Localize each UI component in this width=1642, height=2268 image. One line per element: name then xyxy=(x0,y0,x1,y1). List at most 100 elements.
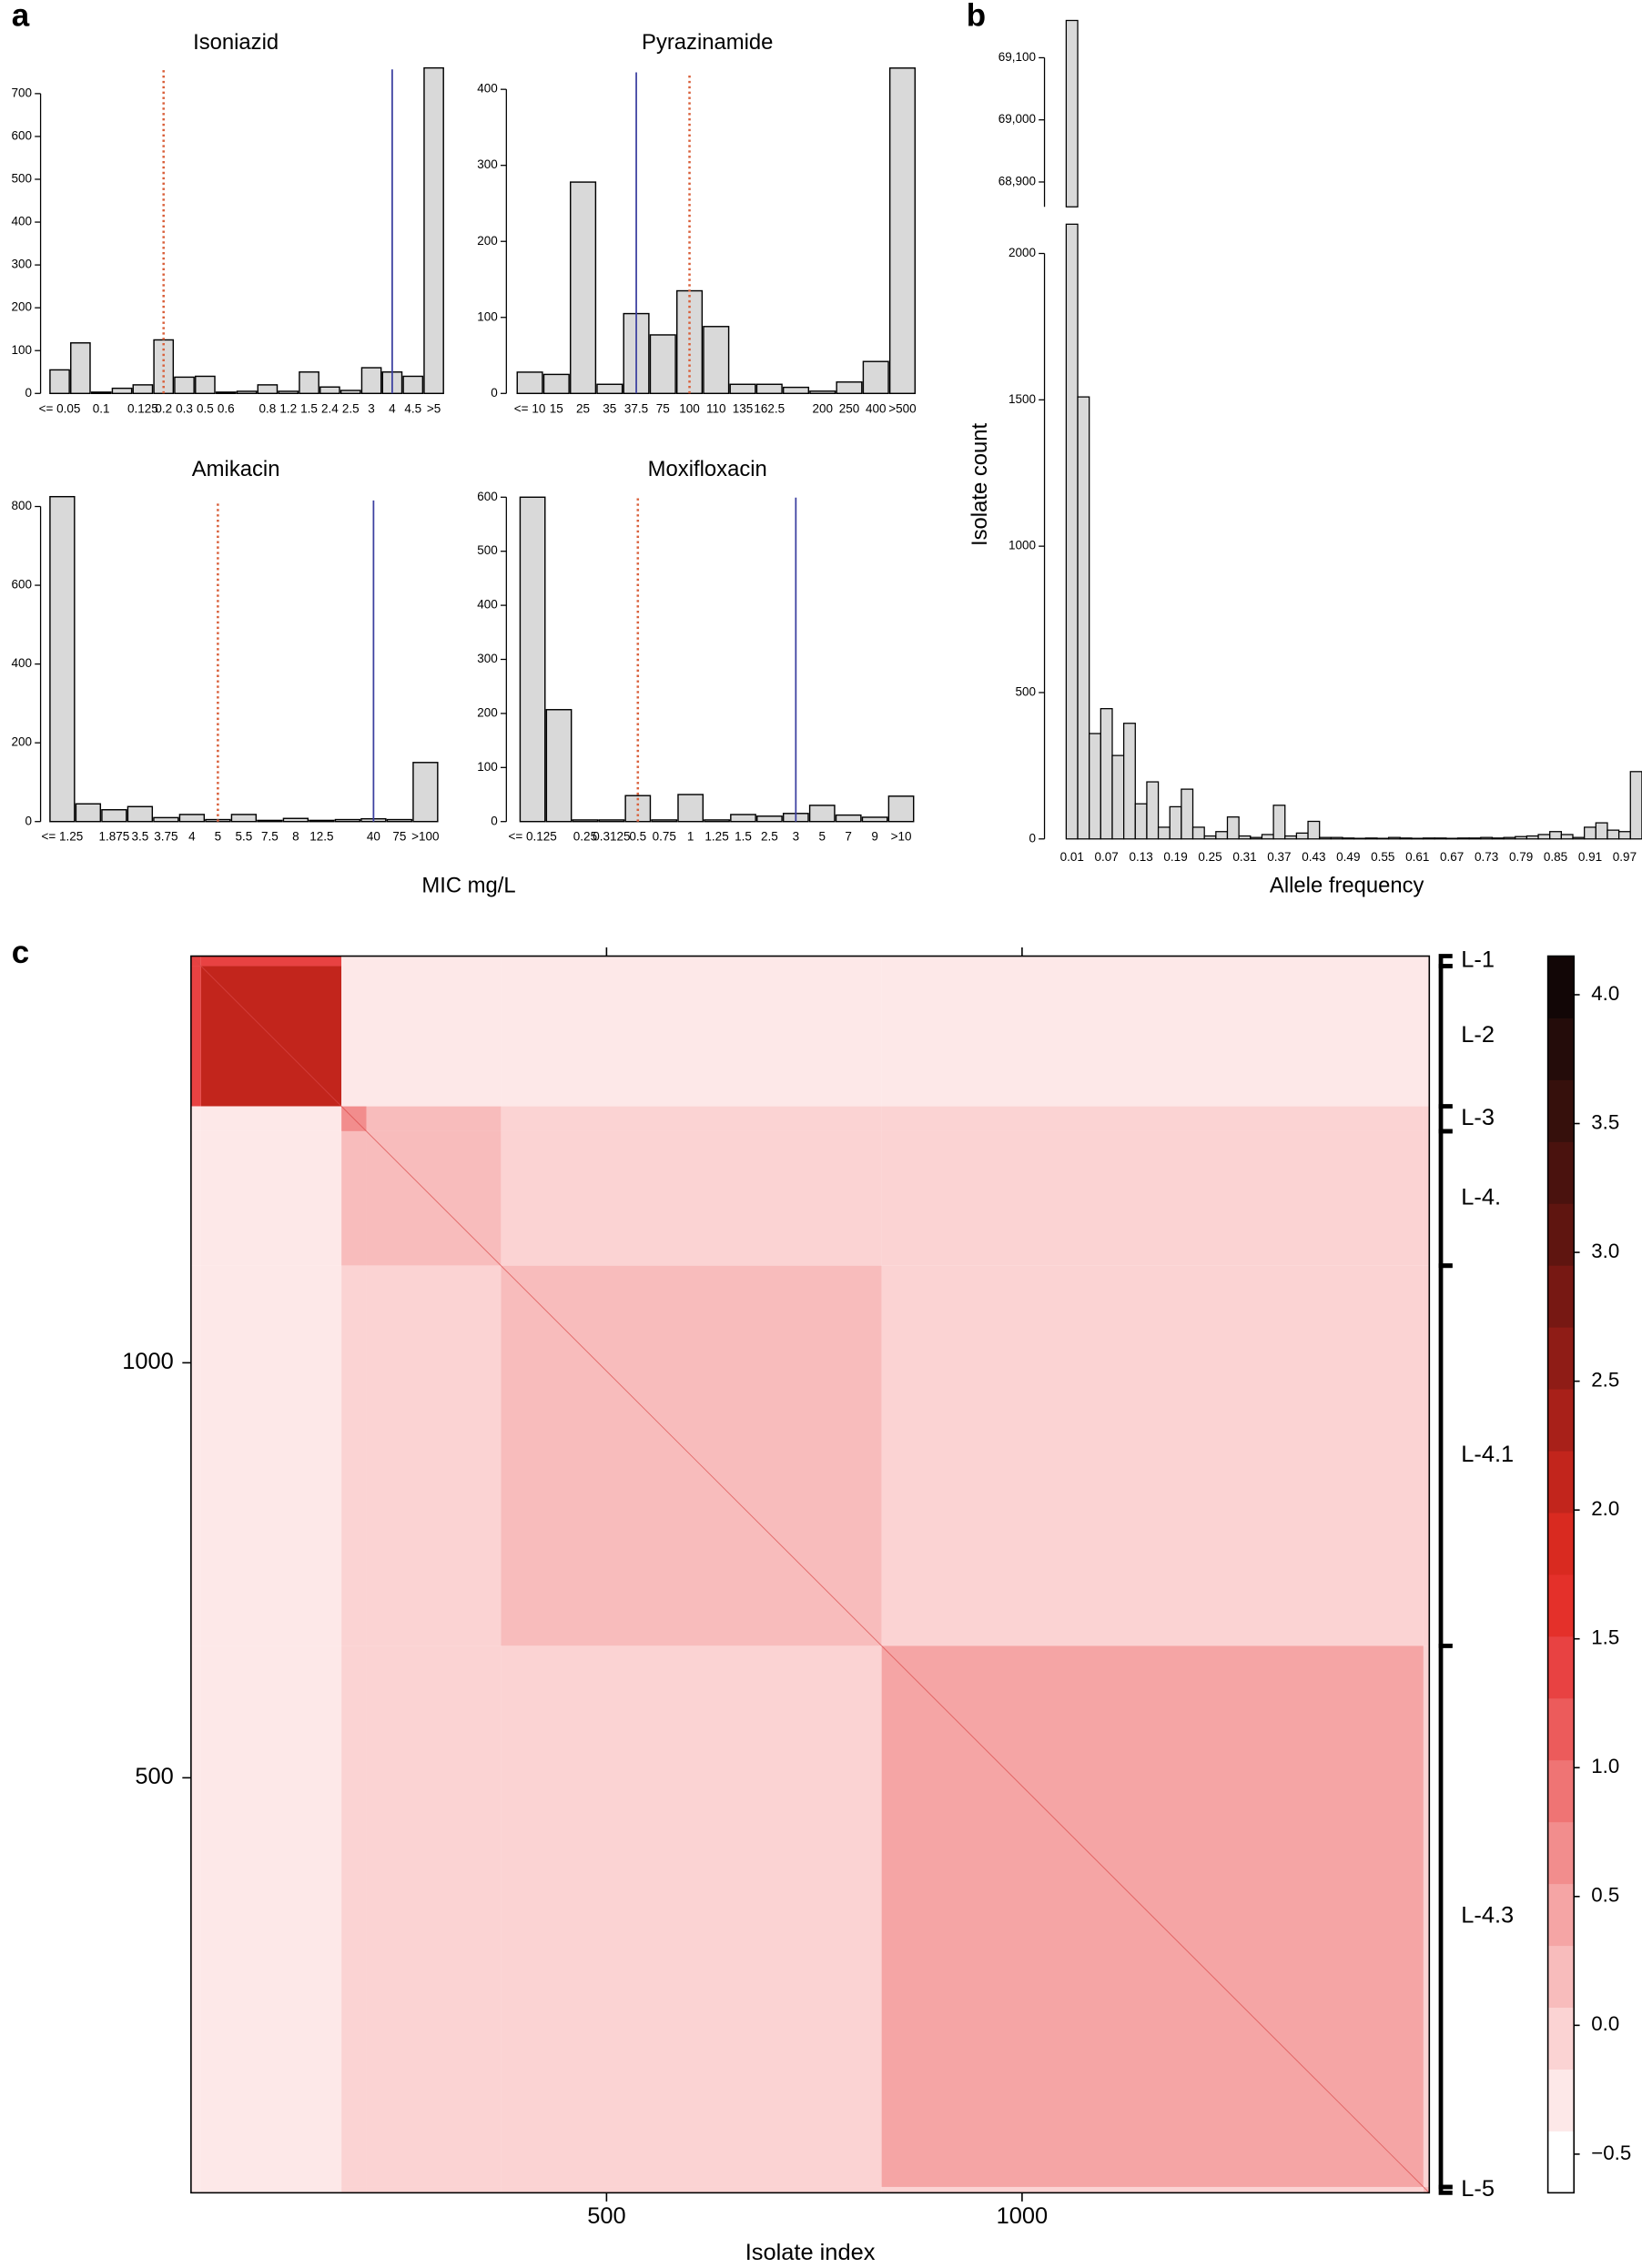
y-tick-label: 200 xyxy=(12,300,33,314)
y-tick-label: 200 xyxy=(477,705,498,719)
bar xyxy=(836,381,863,395)
bar xyxy=(861,816,888,823)
bar xyxy=(596,383,623,395)
heat-cell xyxy=(501,966,882,1107)
x-tick-label: 5 xyxy=(215,830,222,844)
heat-cell xyxy=(200,1265,342,1646)
y-tick-label: 400 xyxy=(477,598,498,612)
bar xyxy=(1584,826,1596,840)
x-tick-label: 3.75 xyxy=(154,830,177,844)
x-tick-label: 0.25 xyxy=(1198,850,1221,864)
x-tick-label: <= 1.25 xyxy=(41,830,83,844)
x-tick-label: 0.79 xyxy=(1509,850,1533,864)
colorbar-tick-label: 3.5 xyxy=(1591,1110,1619,1133)
bar xyxy=(75,803,102,823)
x-tick-label: <= 0.125 xyxy=(508,830,556,844)
lineage-label: L-1 xyxy=(1461,947,1495,973)
heat-cell xyxy=(501,1645,882,2187)
heat-cell xyxy=(366,966,502,1107)
colorbar-band xyxy=(1547,1635,1575,1699)
diagonal xyxy=(190,956,1430,2193)
panel-label: c xyxy=(12,935,29,970)
x-tick-label: 0.67 xyxy=(1440,850,1464,864)
bar xyxy=(1629,771,1642,840)
lineage-label: L-4.3 xyxy=(1461,1902,1514,1928)
x-tick-label: 0.55 xyxy=(1371,850,1394,864)
y-tick-label: 100 xyxy=(477,760,498,774)
bar xyxy=(236,390,258,395)
bar xyxy=(1411,837,1424,840)
heat-cell xyxy=(190,1265,201,1646)
bar xyxy=(1157,826,1171,840)
x-tick-label: 1000 xyxy=(997,2203,1049,2229)
bar xyxy=(299,371,319,395)
bar xyxy=(542,373,570,395)
bar xyxy=(1295,832,1309,840)
x-tick-label: 8 xyxy=(292,830,299,844)
lineage-label: L-2 xyxy=(1461,1022,1495,1048)
heat-cell xyxy=(190,1106,201,1131)
bar xyxy=(1272,805,1286,840)
x-tick-label: >5 xyxy=(427,401,441,415)
y-tick-label: 500 xyxy=(12,172,33,186)
heat-cell xyxy=(1423,956,1430,967)
y-tick-label: 200 xyxy=(12,735,33,749)
heat-cell xyxy=(341,1645,367,2187)
bar xyxy=(1089,733,1101,840)
colorbar-band xyxy=(1547,1451,1575,1514)
x-tick-label: 0.31 xyxy=(1232,850,1256,864)
y-tick-label: 1500 xyxy=(1009,392,1036,406)
colorbar-band xyxy=(1547,1327,1575,1390)
bar xyxy=(1226,816,1240,840)
x-tick-label: 75 xyxy=(656,401,670,415)
bar xyxy=(1065,223,1079,840)
bar xyxy=(1387,836,1401,840)
x-tick-label: 2.4 xyxy=(321,401,339,415)
x-tick-label: 4.5 xyxy=(404,401,421,415)
colorbar-tick-label: 3.0 xyxy=(1591,1240,1619,1262)
heat-cell xyxy=(881,956,1424,967)
heat-cell xyxy=(341,966,367,1107)
colorbar-tick-label: 0.0 xyxy=(1591,2012,1619,2035)
x-tick-label: 0.125 xyxy=(127,401,158,415)
chart-title: Amikacin xyxy=(192,457,280,481)
x-tick-label: 0.97 xyxy=(1613,850,1637,864)
bar xyxy=(412,762,439,823)
lineage-bracket xyxy=(1438,1263,1453,1648)
bar xyxy=(127,805,154,823)
heat-cell xyxy=(501,956,882,967)
x-tick-label: 1.875 xyxy=(98,830,129,844)
colorbar-tick-label: −0.5 xyxy=(1591,2141,1631,2164)
bar xyxy=(1480,836,1494,840)
colorbar-band xyxy=(1547,1821,1575,1885)
bar xyxy=(278,390,299,395)
x-axis-label: MIC mg/L xyxy=(421,874,515,898)
heat-cell xyxy=(190,2186,201,2193)
x-tick-label: 0.3 xyxy=(176,401,193,415)
bar xyxy=(49,495,76,823)
x-tick-label: 0.8 xyxy=(258,401,276,415)
bar xyxy=(1191,826,1205,840)
heat-cell xyxy=(200,1645,342,2187)
x-tick-label: 0.5 xyxy=(629,830,646,844)
y-tick-label: 2000 xyxy=(1009,246,1036,259)
x-tick-label: 9 xyxy=(871,830,878,844)
y-tick-label: 69,000 xyxy=(998,112,1036,126)
bar xyxy=(782,386,810,395)
bar xyxy=(49,369,70,395)
bar xyxy=(178,814,206,823)
y-tick-label: 300 xyxy=(477,652,498,665)
x-tick-label: 1.5 xyxy=(735,830,752,844)
bar xyxy=(887,795,915,823)
plot-frame xyxy=(190,955,1431,2194)
bar xyxy=(1525,835,1539,840)
bar xyxy=(1515,835,1528,840)
y-tick-label: 300 xyxy=(477,157,498,171)
heat-cell xyxy=(200,2186,342,2193)
x-tick-label: 0.73 xyxy=(1475,850,1498,864)
colorbar-tick-label: 4.0 xyxy=(1591,982,1619,1005)
x-tick-label: 1.2 xyxy=(279,401,297,415)
x-tick-label: 0.3125 xyxy=(593,830,630,844)
colorbar-tick-label: 2.5 xyxy=(1591,1368,1619,1391)
